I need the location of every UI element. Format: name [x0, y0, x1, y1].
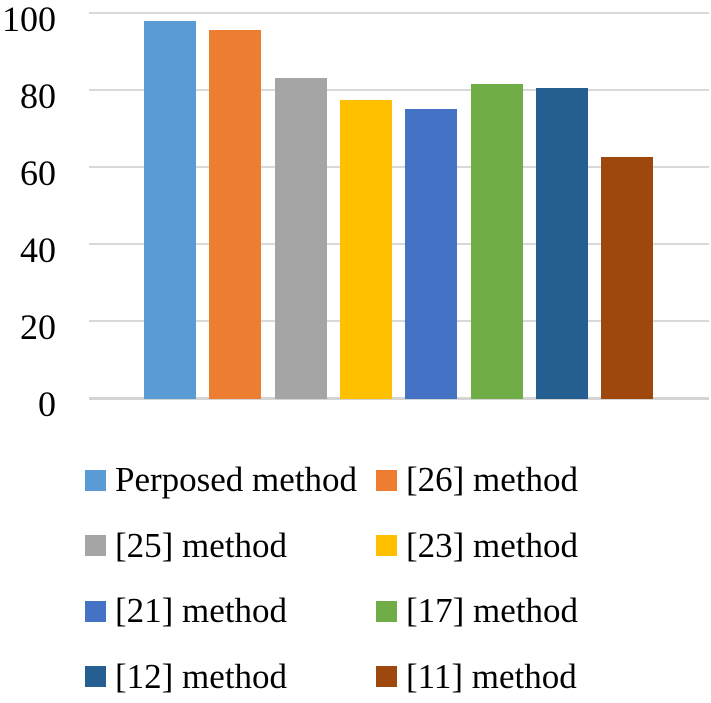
chart-legend: Perposed method [26] method [25] method [23…: [0, 440, 711, 703]
bar-23-method: [340, 99, 392, 399]
y-tick-label: 80: [20, 76, 56, 116]
legend-marker-icon: [85, 535, 106, 557]
legend-label: [23] method: [406, 525, 579, 565]
legend-label: [12] method: [115, 656, 288, 696]
legend-label: [11] method: [406, 656, 577, 696]
legend-marker-icon: [85, 469, 106, 491]
legend-label: [25] method: [115, 525, 288, 565]
legend-item: [11] method: [376, 657, 577, 697]
y-tick-label: 60: [20, 153, 56, 193]
gridline: [89, 320, 709, 322]
y-tick-label: 20: [20, 307, 56, 347]
legend-item: [25] method: [85, 526, 287, 566]
legend-item: Perposed method: [85, 460, 357, 500]
gridline: [89, 166, 709, 168]
bar-26-method: [209, 30, 261, 399]
legend-marker-icon: [85, 600, 106, 622]
gridline: [89, 12, 709, 14]
legend-item: [21] method: [85, 591, 287, 631]
bar-11-method: [601, 157, 653, 399]
legend-item: [23] method: [376, 526, 578, 566]
legend-item: [12] method: [85, 657, 287, 697]
legend-label: [26] method: [406, 460, 579, 499]
gridline: [89, 243, 709, 245]
legend-marker-icon: [376, 535, 397, 557]
y-tick-label: 100: [2, 0, 56, 39]
legend-item: [26] method: [376, 460, 578, 500]
bar-21-method: [405, 109, 457, 399]
gridline: [89, 89, 709, 91]
legend-label: Perposed method: [115, 460, 358, 499]
bar-12-method: [536, 88, 588, 399]
plot-area: 0 20 40 60 80 100: [2, 0, 709, 424]
legend-marker-icon: [85, 666, 106, 688]
legend-item: [17] method: [376, 591, 578, 631]
y-tick-label: 0: [38, 384, 56, 424]
legend-label: [17] method: [406, 591, 579, 631]
bar-17-method: [471, 84, 523, 399]
bar-25-method: [275, 78, 327, 399]
y-tick-label: 40: [20, 230, 56, 270]
bar-perposed-method: [144, 20, 196, 399]
legend-marker-icon: [376, 600, 397, 622]
legend-marker-icon: [376, 469, 397, 491]
legend-marker-icon: [376, 666, 397, 688]
x-axis-line: [89, 396, 709, 400]
legend-label: [21] method: [115, 591, 288, 631]
